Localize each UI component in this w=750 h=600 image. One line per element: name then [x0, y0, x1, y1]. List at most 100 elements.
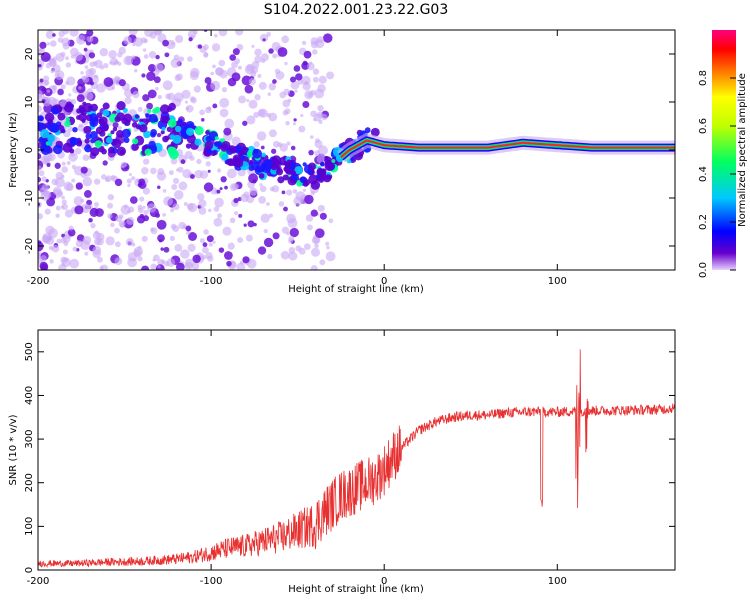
spectrogram-cell — [281, 35, 290, 44]
spectrogram-cell — [54, 70, 65, 80]
spectrogram-cell — [213, 206, 220, 212]
spectrogram-y-ticks: -20 -10 0 10 20 — [24, 48, 675, 254]
spectrogram-cell — [69, 258, 80, 269]
spectrogram-cell — [370, 127, 380, 137]
spectrogram-cell — [46, 123, 54, 131]
spectrogram-cell — [55, 205, 61, 211]
spectrogram-cell — [177, 166, 184, 173]
spectrogram-cell — [72, 246, 78, 252]
spectrogram-cell — [94, 178, 101, 185]
spectrogram-cell — [89, 207, 99, 217]
spectrogram-cell — [172, 134, 182, 144]
spectrogram-cell — [161, 126, 166, 132]
spectrogram-cell — [309, 135, 314, 139]
spectrogram-cell — [102, 109, 110, 117]
spectrogram-cell — [318, 176, 325, 183]
spectrogram-cell — [80, 166, 88, 174]
spectrogram-cell — [254, 48, 262, 57]
spectrogram-cell — [83, 47, 88, 52]
spectrogram-cell — [219, 69, 228, 79]
spectrogram-cell — [316, 154, 327, 164]
spectrogram-cell — [254, 94, 261, 101]
spectrogram-cell — [155, 54, 160, 60]
spectrogram-cell — [90, 103, 99, 112]
colorbar: 0.0 0.2 0.4 0.6 0.8 Normalized spectral ampl… — [698, 30, 748, 278]
spectrogram-cell — [65, 56, 69, 61]
spectrogram-cell — [60, 84, 66, 90]
spectrogram-cell — [107, 213, 113, 219]
spectrogram-cell — [44, 208, 51, 215]
spectrogram-cell — [160, 130, 165, 135]
spectrogram-cell — [172, 203, 180, 211]
spectrogram-cell — [145, 113, 150, 118]
spectrogram-cell — [150, 227, 158, 235]
spectrogram-cell — [82, 176, 93, 187]
spectrogram-cell — [185, 120, 195, 130]
spectrogram-cell — [326, 245, 330, 250]
spectrogram-cell — [146, 71, 156, 82]
spectrogram-cell — [56, 238, 62, 244]
spectrogram-cell — [262, 38, 266, 42]
spectrogram-cell — [229, 54, 237, 61]
spectrogram-cell — [218, 59, 226, 67]
spectrogram-cell — [38, 115, 44, 122]
spectrogram-cell — [90, 49, 94, 53]
spectrogram-cell — [50, 40, 57, 47]
spectrogram-cell — [38, 213, 43, 220]
spectrogram-cell — [66, 160, 71, 166]
spectrogram-cell — [141, 235, 148, 242]
spectrogram-cell — [101, 148, 107, 155]
spectrogram-cell — [314, 228, 325, 239]
spectrogram-cell — [281, 190, 286, 195]
spectrogram-cell — [324, 161, 335, 171]
spectrogram-cell — [253, 222, 257, 227]
spectrogram-cell — [168, 170, 174, 176]
spectrogram-cell — [49, 58, 57, 67]
spectrogram-cell — [219, 108, 229, 118]
spectrogram-cell — [143, 130, 151, 139]
spectrogram-cell — [300, 113, 304, 118]
spectrogram-cell — [51, 245, 60, 253]
spectrogram-cell — [205, 135, 212, 143]
spectrogram-cell — [39, 78, 44, 83]
spectrogram-cell — [205, 106, 212, 114]
spectrogram-cell — [40, 255, 47, 262]
spectrogram-cell — [207, 255, 214, 262]
spectrogram-cell — [46, 42, 51, 46]
spectrogram-cell — [260, 213, 270, 223]
colorbar-tick-label: 0.4 — [698, 166, 709, 182]
spectrogram-cell — [318, 145, 328, 156]
spectrogram-cell — [114, 257, 123, 266]
spectrogram-cell — [199, 109, 205, 116]
spectrogram-cell — [75, 182, 83, 190]
spectrogram-cell — [109, 57, 119, 66]
spectrogram-cell — [121, 128, 131, 138]
spectrogram-cell — [302, 60, 308, 66]
spectrogram-cell — [105, 236, 115, 246]
spectrogram-cell — [207, 149, 213, 155]
spectrogram-cell — [137, 245, 142, 250]
spectrogram-cell — [54, 162, 61, 169]
spectrogram-cell — [226, 260, 232, 267]
spectrogram-cell — [94, 140, 103, 148]
spectrogram-cell — [252, 148, 262, 159]
spectrogram-cell — [188, 232, 198, 241]
spectrogram-cell — [162, 189, 167, 193]
spectrogram-cell — [73, 196, 84, 206]
spectrogram-cell — [233, 211, 239, 216]
spectrogram-cell — [216, 141, 223, 147]
spectrogram-cell — [137, 256, 143, 262]
spectrogram-cell — [65, 183, 74, 192]
spectrogram-cell — [93, 201, 99, 208]
spectrogram-cell — [163, 196, 174, 207]
spectrogram-cell — [164, 52, 170, 58]
spectrogram-cell — [293, 118, 297, 122]
spectrogram-cell — [126, 178, 132, 184]
spectrogram-cell — [212, 64, 216, 69]
spectrogram-cell — [320, 161, 325, 167]
spectrogram-cell — [168, 102, 176, 111]
spectrogram-cell — [317, 204, 325, 212]
spectrogram-cell — [267, 92, 272, 96]
spectrogram-cell — [133, 37, 143, 47]
